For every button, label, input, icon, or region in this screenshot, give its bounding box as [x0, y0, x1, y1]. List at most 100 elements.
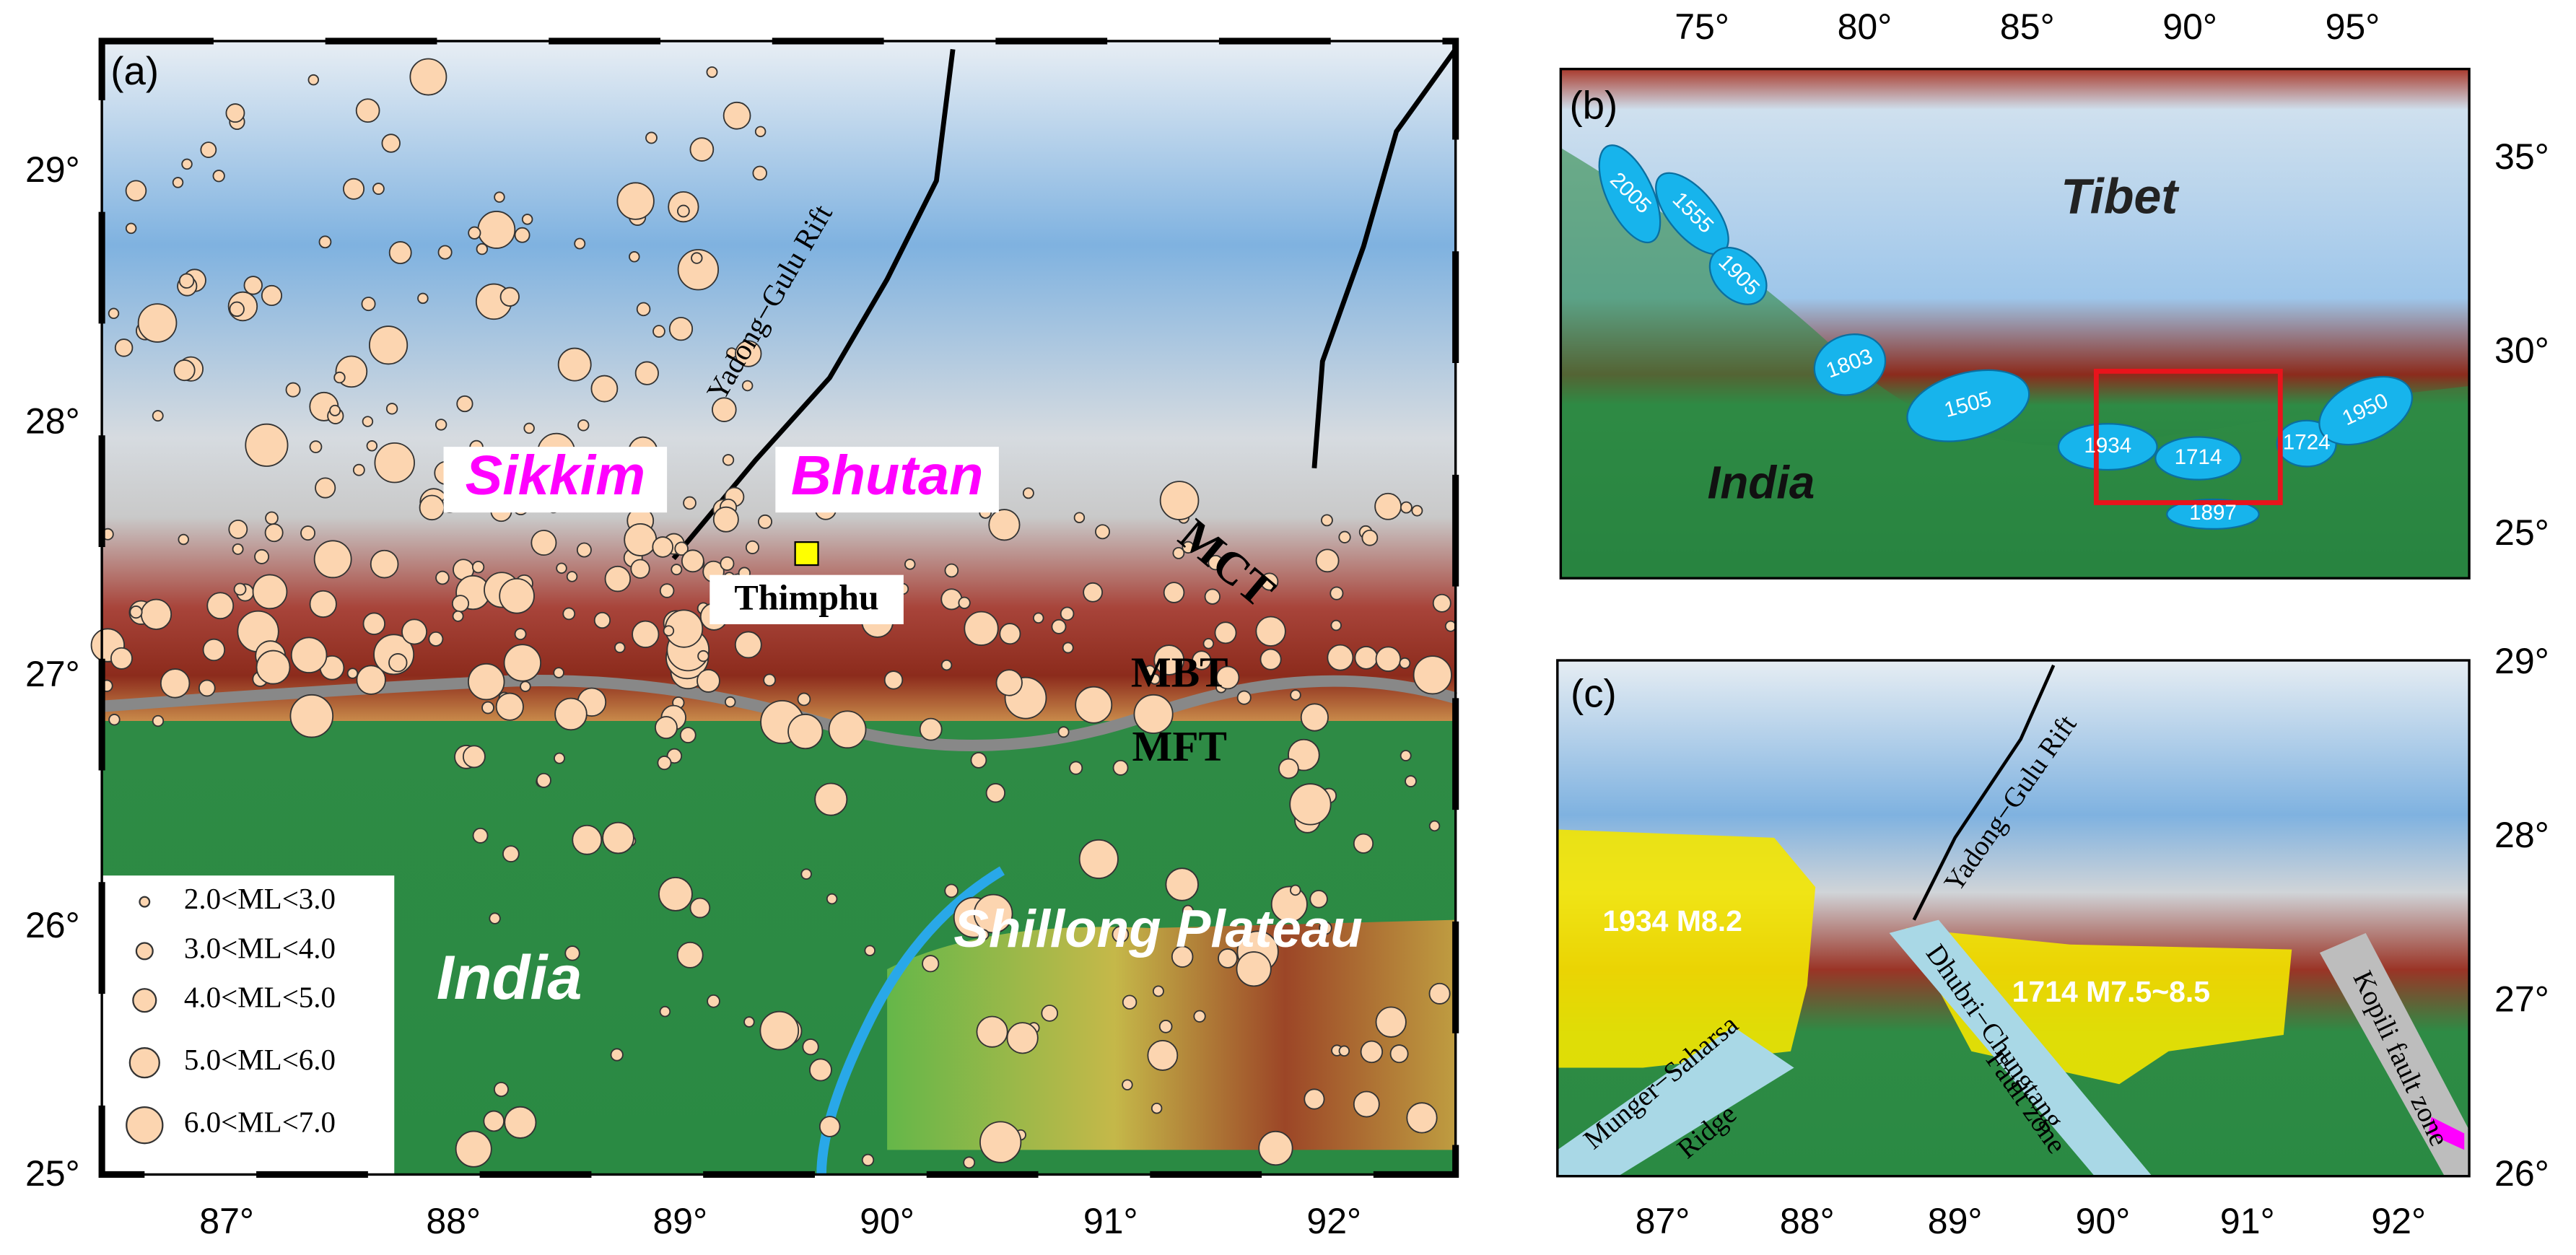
- earthquake: [735, 340, 762, 367]
- earthquake: [462, 745, 486, 769]
- earthquake: [313, 540, 352, 579]
- earthquake: [1022, 487, 1034, 499]
- city-marker: [794, 541, 819, 567]
- legend-symbol: [132, 988, 157, 1013]
- earthquake: [883, 670, 904, 690]
- earthquake: [1432, 593, 1451, 613]
- earthquake: [521, 214, 533, 225]
- x-tick-label: 91°: [2220, 1201, 2275, 1241]
- earthquake: [995, 669, 1023, 696]
- earthquake: [261, 284, 283, 307]
- x-tick-label: 90°: [860, 1201, 914, 1241]
- earthquake: [1413, 655, 1452, 695]
- earthquake: [663, 625, 675, 637]
- rupture-zone: [2057, 423, 2158, 471]
- panel-c: [1556, 659, 2471, 1178]
- earthquake: [1304, 1088, 1325, 1110]
- earthquake: [362, 416, 374, 427]
- earthquake: [677, 249, 720, 291]
- rupture-zone: [1813, 333, 1887, 396]
- earthquake: [999, 623, 1021, 645]
- x-tick-label: 88°: [426, 1201, 481, 1241]
- earthquake: [372, 183, 385, 195]
- rupture-zone: [1598, 144, 1662, 244]
- rift-fault: [671, 48, 956, 561]
- x-tick-label: 80°: [1838, 6, 1892, 47]
- earthquake: [108, 307, 120, 320]
- earthquake: [940, 588, 963, 611]
- earthquake: [679, 727, 697, 743]
- earthquake: [1159, 481, 1200, 520]
- earthquake: [722, 454, 735, 466]
- earthquake: [343, 178, 365, 200]
- earthquake: [437, 245, 453, 260]
- earthquake: [743, 1016, 755, 1028]
- kopili-mark: [2428, 1116, 2465, 1150]
- earthquake: [1062, 642, 1074, 654]
- frame: [1556, 659, 2471, 1178]
- earthquake: [1300, 703, 1329, 732]
- fault: [1311, 48, 1458, 468]
- earthquake: [922, 955, 940, 973]
- earthquake: [140, 598, 173, 630]
- earthquake: [385, 403, 398, 415]
- earthquake: [1122, 1079, 1133, 1090]
- earthquake: [745, 540, 760, 554]
- earthquake: [554, 752, 565, 764]
- earthquake: [689, 137, 715, 162]
- kopili-zone: [2319, 932, 2470, 1176]
- legend-symbol: [135, 942, 154, 961]
- earthquake: [108, 713, 121, 726]
- x-tick-label: 91°: [1083, 1201, 1138, 1241]
- earthquake: [940, 659, 953, 671]
- earthquake: [355, 98, 380, 123]
- earthquake: [265, 511, 279, 525]
- earthquake: [973, 893, 1013, 934]
- earthquake: [1122, 994, 1138, 1010]
- earthquake: [689, 897, 711, 919]
- earthquake: [1290, 689, 1301, 701]
- fault-label: MBT: [1131, 648, 1228, 696]
- earthquake: [1360, 1040, 1384, 1064]
- x-tick-label: 95°: [2326, 6, 2380, 47]
- legend-symbol: [126, 1106, 164, 1145]
- earthquake: [1151, 1102, 1163, 1114]
- earthquake: [1389, 1044, 1409, 1064]
- panel-label: (a): [110, 49, 159, 93]
- x-tick-label: 89°: [652, 1201, 707, 1241]
- earthquake: [1204, 588, 1221, 605]
- x-tick-label: 90°: [2162, 6, 2217, 47]
- earthquake: [979, 1121, 1022, 1163]
- earthquake: [494, 191, 505, 203]
- earthquake: [152, 410, 164, 422]
- earthquake: [309, 440, 323, 454]
- earthquake: [593, 611, 611, 629]
- region-label-bg: [775, 447, 999, 513]
- earthquake: [763, 673, 777, 687]
- earthquake: [634, 361, 659, 385]
- earthquake: [720, 556, 735, 571]
- earthquake: [1172, 546, 1185, 559]
- earthquake: [1255, 616, 1286, 647]
- earthquake: [797, 692, 811, 707]
- earthquake: [503, 644, 541, 682]
- earthquake: [1321, 514, 1333, 527]
- study-area-box: [2093, 369, 2283, 505]
- earthquake: [904, 559, 916, 570]
- y-tick-label: 25°: [25, 1153, 80, 1194]
- earthquake: [655, 716, 678, 740]
- earthquake: [499, 577, 535, 614]
- earthquake: [125, 222, 137, 235]
- panel-a: [90, 38, 1459, 1179]
- earthquake: [198, 679, 216, 697]
- earthquake: [228, 519, 248, 539]
- earthquake: [1193, 1010, 1206, 1023]
- y-tick-label: 27°: [2494, 979, 2549, 1020]
- earthquake: [1006, 1022, 1039, 1054]
- earthquake: [181, 158, 193, 170]
- earthquake: [657, 756, 672, 771]
- earthquake: [818, 1116, 841, 1137]
- earthquake: [495, 692, 524, 721]
- earthquake: [707, 994, 720, 1008]
- earthquake: [1236, 951, 1272, 987]
